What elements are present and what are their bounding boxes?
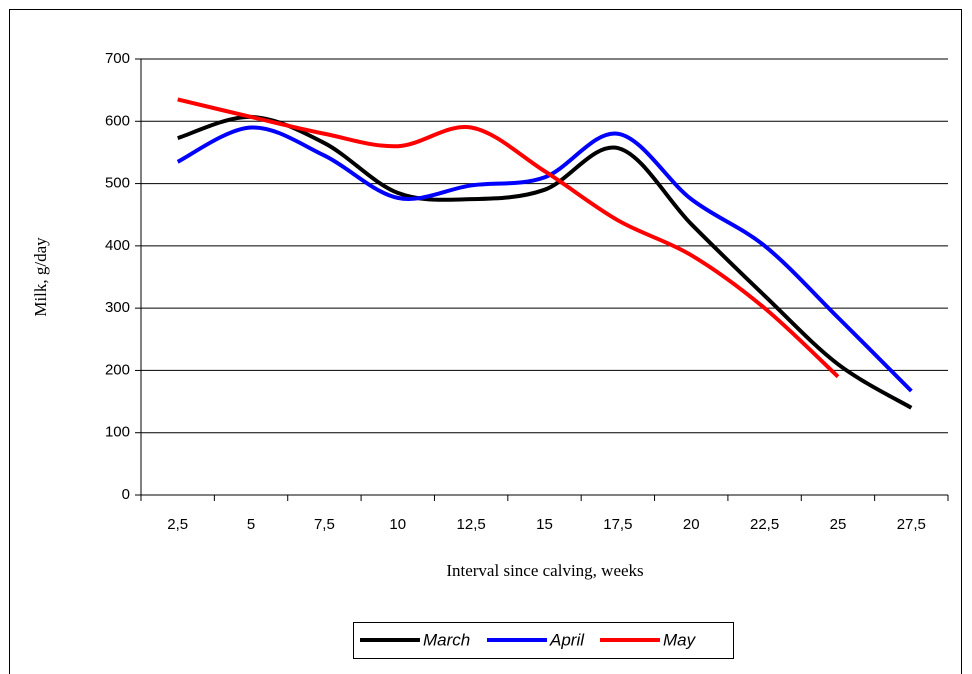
series-line	[177, 97, 840, 379]
x-tick-label: 12,5	[457, 516, 486, 533]
y-tick-label: 300	[105, 299, 130, 316]
x-tick-label: 7,5	[314, 516, 335, 533]
y-tick-label: 500	[105, 175, 130, 192]
chart-border	[9, 9, 962, 674]
y-tick-label: 600	[105, 112, 130, 129]
x-tick-label: 2,5	[167, 516, 188, 533]
x-tick-label: 10	[389, 516, 406, 533]
x-tick-label: 27,5	[897, 516, 926, 533]
x-tick-label: 25	[830, 516, 847, 533]
series-line	[176, 125, 913, 393]
x-tick-label: 15	[536, 516, 553, 533]
legend-label: March	[423, 630, 470, 649]
x-tick-label: 5	[247, 516, 255, 533]
y-tick-label: 700	[105, 50, 130, 67]
y-axis-title: Milk, g/day	[31, 237, 50, 317]
legend-label: April	[549, 630, 585, 649]
y-tick-label: 200	[105, 361, 130, 378]
x-tick-label: 17,5	[603, 516, 632, 533]
x-tick-label: 22,5	[750, 516, 779, 533]
legend-label: May	[663, 630, 697, 649]
y-tick-label: 400	[105, 237, 130, 254]
x-axis-title: Interval since calving, weeks	[446, 561, 643, 580]
y-tick-label: 100	[105, 424, 130, 441]
x-tick-label: 20	[683, 516, 700, 533]
series-line	[177, 114, 913, 410]
y-tick-label: 0	[122, 486, 130, 503]
